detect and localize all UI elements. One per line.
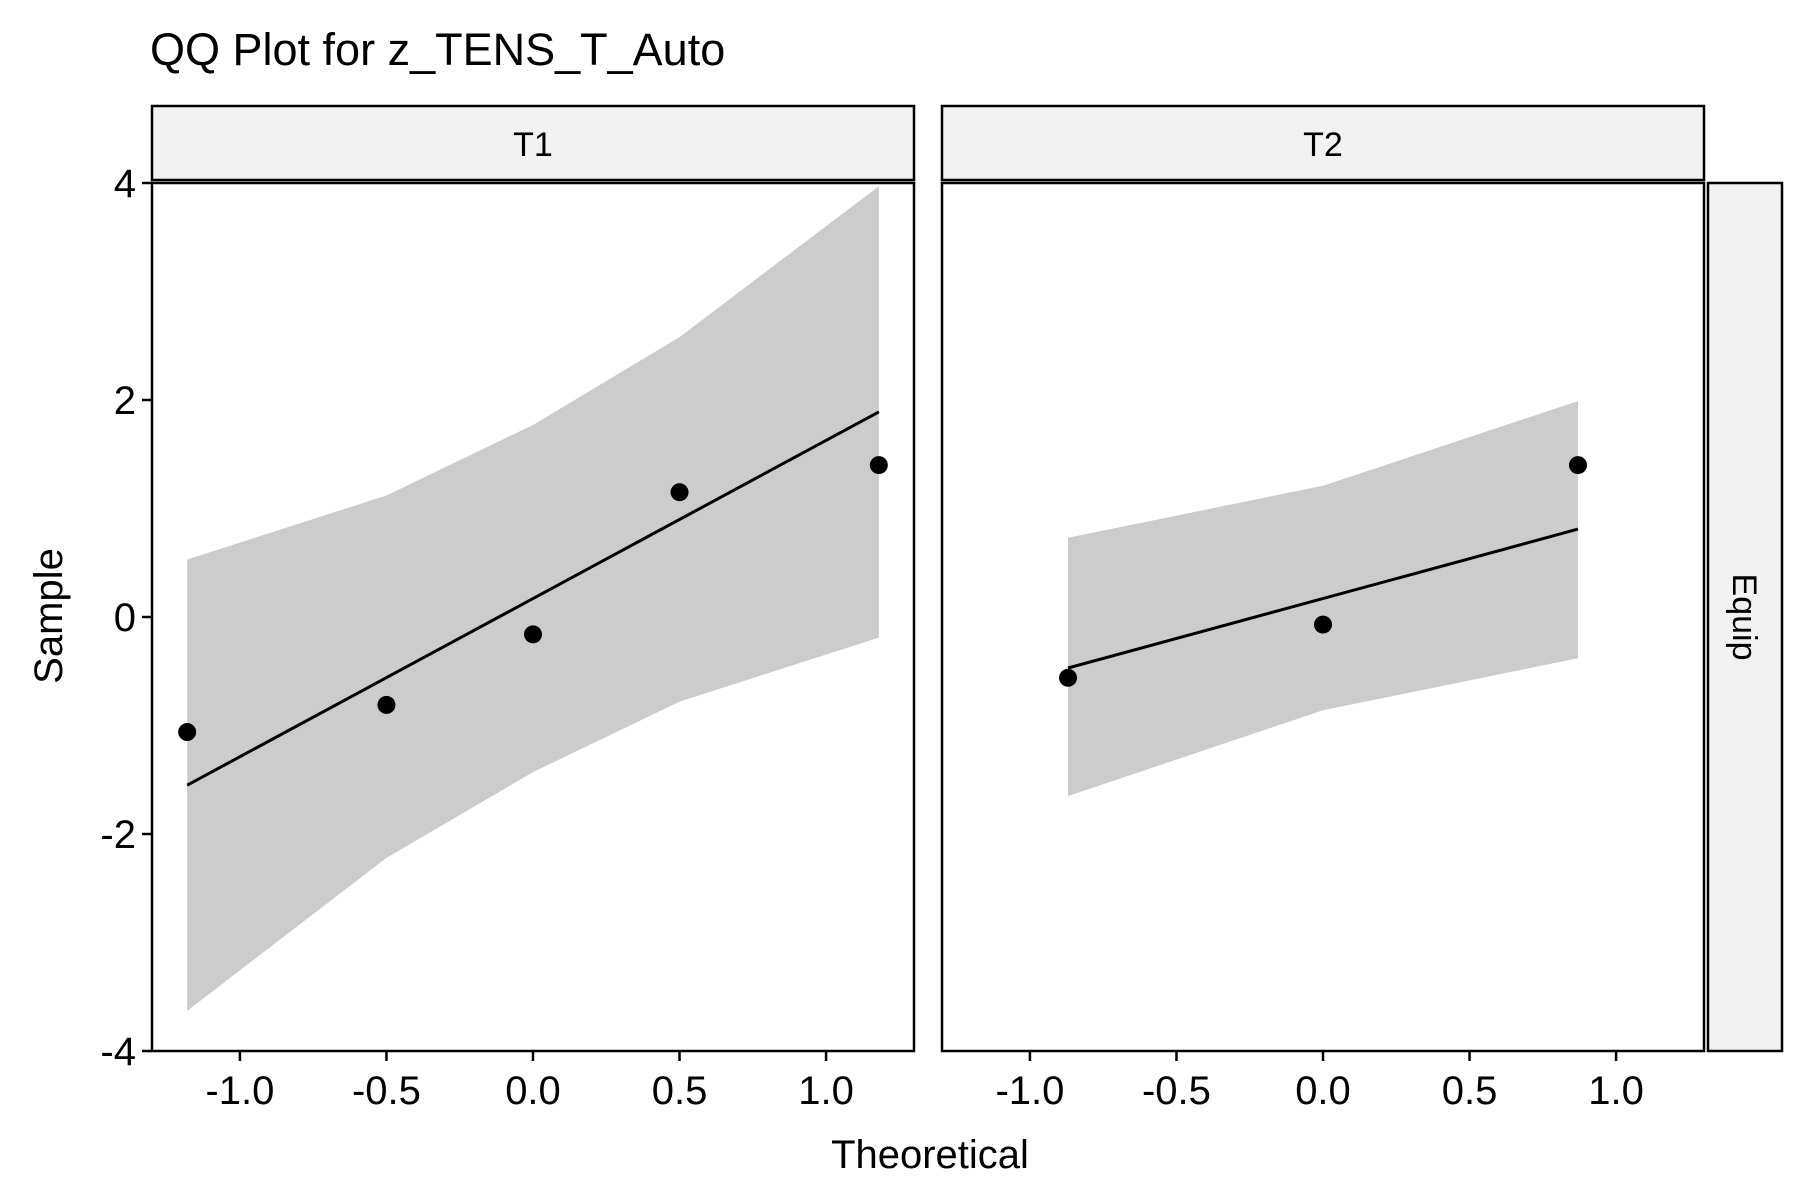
panel-T1: T1 -1.0 -0.5 0.0 0.5 1.0 xyxy=(150,104,916,1113)
data-point xyxy=(524,625,542,644)
x-tick-label: 0.0 xyxy=(505,1069,561,1113)
data-point xyxy=(1314,615,1332,634)
y-tick-label: -4 xyxy=(100,1030,136,1074)
facet-strip xyxy=(150,104,916,182)
x-tick-label: 0.5 xyxy=(652,1069,708,1113)
data-point xyxy=(178,723,197,742)
data-point xyxy=(670,483,689,502)
data-point xyxy=(1059,668,1078,687)
chart-title: QQ Plot for z_TENS_T_Auto xyxy=(150,24,725,75)
reference-line xyxy=(186,410,880,787)
y-tick-label: 2 xyxy=(114,379,136,423)
data-point xyxy=(869,456,888,475)
row-strip xyxy=(1706,181,1784,1053)
panels-layer: T1 -1.0 -0.5 0.0 0.5 1.0 T2 -1.0 -0.5 0.0 0.5 1.0 -4… xyxy=(100,104,1784,1113)
data-point xyxy=(1568,456,1587,475)
x-tick-label: -0.5 xyxy=(352,1069,421,1113)
x-axis-label: Theoretical xyxy=(831,1133,1029,1177)
x-tick-label: 0.5 xyxy=(1442,1069,1498,1113)
row-strip-label: Equip xyxy=(1725,574,1763,661)
y-axis-label: Sample xyxy=(27,548,71,684)
facet-strip-label: T2 xyxy=(1303,126,1343,164)
y-tick-label: 0 xyxy=(114,596,136,640)
x-tick-label: 1.0 xyxy=(798,1069,854,1113)
x-tick-label: -0.5 xyxy=(1142,1069,1211,1113)
x-tick-label: 1.0 xyxy=(1588,1069,1644,1113)
facet-strip xyxy=(940,104,1706,182)
panel-T2: T2 -1.0 -0.5 0.0 0.5 1.0 xyxy=(940,104,1706,1113)
x-tick-label: 0.0 xyxy=(1295,1069,1351,1113)
y-tick-label: 4 xyxy=(114,162,136,206)
x-tick-label: -1.0 xyxy=(205,1069,274,1113)
reference-line xyxy=(1067,527,1579,670)
y-tick-label: -2 xyxy=(100,813,136,857)
x-tick-label: -1.0 xyxy=(995,1069,1064,1113)
data-point xyxy=(377,695,396,714)
facet-strip-label: T1 xyxy=(513,126,553,164)
